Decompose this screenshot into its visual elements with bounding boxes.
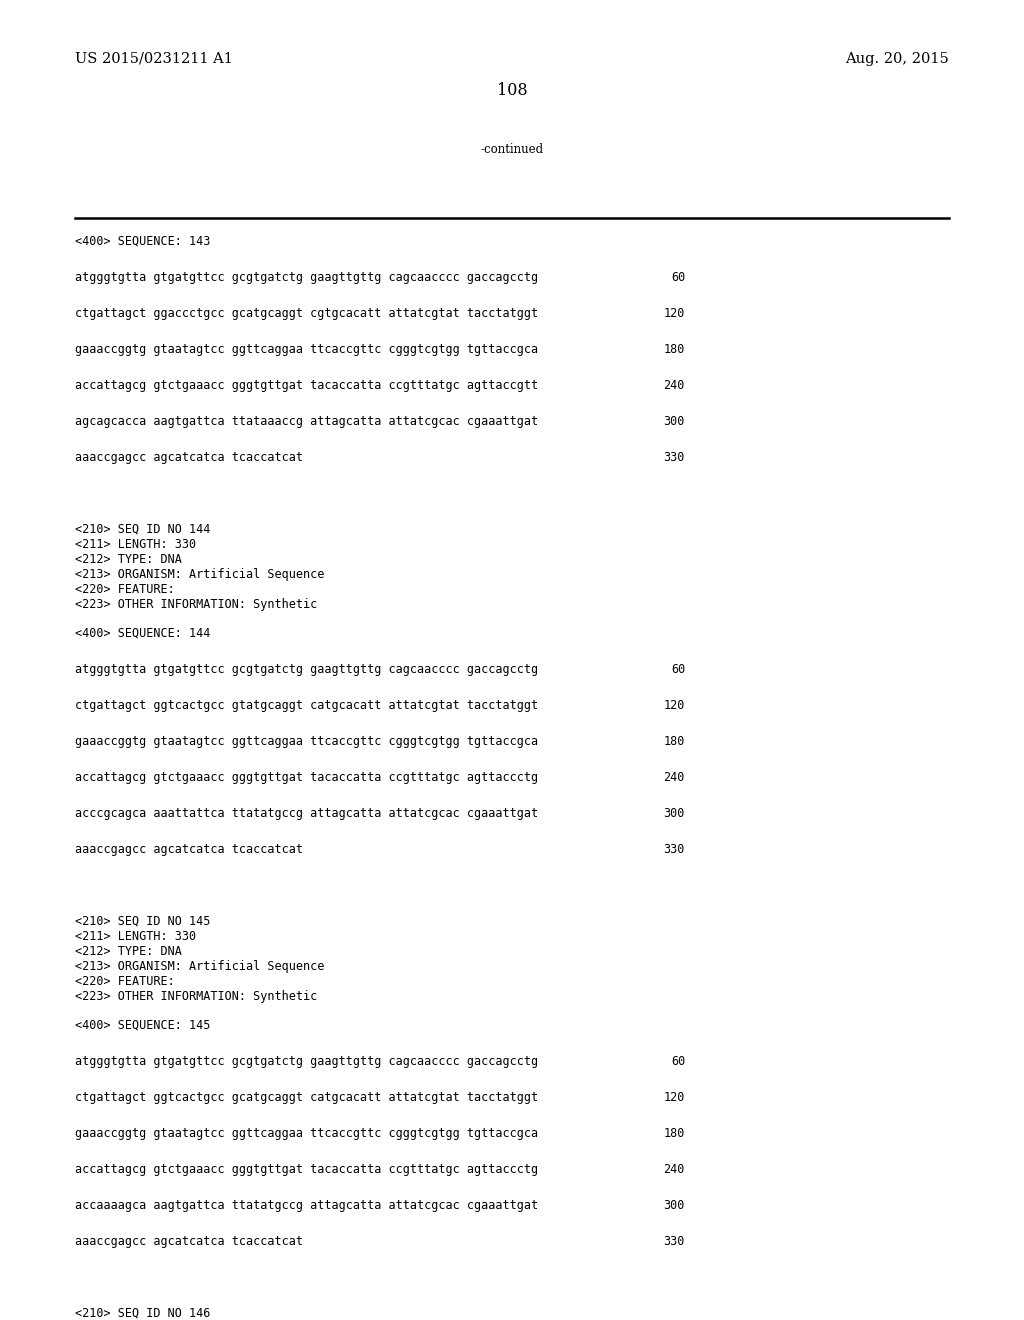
Text: atgggtgtta gtgatgttcc gcgtgatctg gaagttgttg cagcaacccc gaccagcctg: atgggtgtta gtgatgttcc gcgtgatctg gaagttg…: [75, 663, 539, 676]
Text: 120: 120: [664, 308, 685, 319]
Text: accattagcg gtctgaaacc gggtgttgat tacaccatta ccgtttatgc agttaccgtt: accattagcg gtctgaaacc gggtgttgat tacacca…: [75, 379, 539, 392]
Text: aaaccgagcc agcatcatca tcaccatcat: aaaccgagcc agcatcatca tcaccatcat: [75, 843, 303, 855]
Text: 240: 240: [664, 771, 685, 784]
Text: 330: 330: [664, 843, 685, 855]
Text: 300: 300: [664, 414, 685, 428]
Text: -continued: -continued: [480, 143, 544, 156]
Text: <212> TYPE: DNA: <212> TYPE: DNA: [75, 945, 182, 958]
Text: 300: 300: [664, 807, 685, 820]
Text: accattagcg gtctgaaacc gggtgttgat tacaccatta ccgtttatgc agttaccctg: accattagcg gtctgaaacc gggtgttgat tacacca…: [75, 1163, 539, 1176]
Text: 60: 60: [671, 663, 685, 676]
Text: 330: 330: [664, 1236, 685, 1247]
Text: Aug. 20, 2015: Aug. 20, 2015: [845, 51, 949, 66]
Text: ctgattagct ggtcactgcc gtatgcaggt catgcacatt attatcgtat tacctatggt: ctgattagct ggtcactgcc gtatgcaggt catgcac…: [75, 700, 539, 711]
Text: 60: 60: [671, 271, 685, 284]
Text: acccgcagca aaattattca ttatatgccg attagcatta attatcgcac cgaaattgat: acccgcagca aaattattca ttatatgccg attagca…: [75, 807, 539, 820]
Text: 240: 240: [664, 1163, 685, 1176]
Text: atgggtgtta gtgatgttcc gcgtgatctg gaagttgttg cagcaacccc gaccagcctg: atgggtgtta gtgatgttcc gcgtgatctg gaagttg…: [75, 271, 539, 284]
Text: <400> SEQUENCE: 143: <400> SEQUENCE: 143: [75, 235, 210, 248]
Text: <210> SEQ ID NO 144: <210> SEQ ID NO 144: [75, 523, 210, 536]
Text: 240: 240: [664, 379, 685, 392]
Text: 120: 120: [664, 700, 685, 711]
Text: <211> LENGTH: 330: <211> LENGTH: 330: [75, 539, 197, 550]
Text: <400> SEQUENCE: 144: <400> SEQUENCE: 144: [75, 627, 210, 640]
Text: gaaaccggtg gtaatagtcc ggttcaggaa ttcaccgttc cgggtcgtgg tgttaccgca: gaaaccggtg gtaatagtcc ggttcaggaa ttcaccg…: [75, 735, 539, 748]
Text: <211> LENGTH: 330: <211> LENGTH: 330: [75, 931, 197, 942]
Text: <210> SEQ ID NO 146: <210> SEQ ID NO 146: [75, 1307, 210, 1320]
Text: 180: 180: [664, 735, 685, 748]
Text: <213> ORGANISM: Artificial Sequence: <213> ORGANISM: Artificial Sequence: [75, 960, 325, 973]
Text: accattagcg gtctgaaacc gggtgttgat tacaccatta ccgtttatgc agttaccctg: accattagcg gtctgaaacc gggtgttgat tacacca…: [75, 771, 539, 784]
Text: <220> FEATURE:: <220> FEATURE:: [75, 975, 175, 987]
Text: ctgattagct ggaccctgcc gcatgcaggt cgtgcacatt attatcgtat tacctatggt: ctgattagct ggaccctgcc gcatgcaggt cgtgcac…: [75, 308, 539, 319]
Text: 180: 180: [664, 343, 685, 356]
Text: 120: 120: [664, 1092, 685, 1104]
Text: atgggtgtta gtgatgttcc gcgtgatctg gaagttgttg cagcaacccc gaccagcctg: atgggtgtta gtgatgttcc gcgtgatctg gaagttg…: [75, 1055, 539, 1068]
Text: gaaaccggtg gtaatagtcc ggttcaggaa ttcaccgttc cgggtcgtgg tgttaccgca: gaaaccggtg gtaatagtcc ggttcaggaa ttcaccg…: [75, 343, 539, 356]
Text: <223> OTHER INFORMATION: Synthetic: <223> OTHER INFORMATION: Synthetic: [75, 990, 317, 1003]
Text: 300: 300: [664, 1199, 685, 1212]
Text: <223> OTHER INFORMATION: Synthetic: <223> OTHER INFORMATION: Synthetic: [75, 598, 317, 611]
Text: <213> ORGANISM: Artificial Sequence: <213> ORGANISM: Artificial Sequence: [75, 568, 325, 581]
Text: <212> TYPE: DNA: <212> TYPE: DNA: [75, 553, 182, 566]
Text: accaaaagca aagtgattca ttatatgccg attagcatta attatcgcac cgaaattgat: accaaaagca aagtgattca ttatatgccg attagca…: [75, 1199, 539, 1212]
Text: agcagcacca aagtgattca ttataaaccg attagcatta attatcgcac cgaaattgat: agcagcacca aagtgattca ttataaaccg attagca…: [75, 414, 539, 428]
Text: 330: 330: [664, 451, 685, 465]
Text: <220> FEATURE:: <220> FEATURE:: [75, 583, 175, 597]
Text: gaaaccggtg gtaatagtcc ggttcaggaa ttcaccgttc cgggtcgtgg tgttaccgca: gaaaccggtg gtaatagtcc ggttcaggaa ttcaccg…: [75, 1127, 539, 1140]
Text: <210> SEQ ID NO 145: <210> SEQ ID NO 145: [75, 915, 210, 928]
Text: aaaccgagcc agcatcatca tcaccatcat: aaaccgagcc agcatcatca tcaccatcat: [75, 451, 303, 465]
Text: <400> SEQUENCE: 145: <400> SEQUENCE: 145: [75, 1019, 210, 1032]
Text: US 2015/0231211 A1: US 2015/0231211 A1: [75, 51, 232, 66]
Text: aaaccgagcc agcatcatca tcaccatcat: aaaccgagcc agcatcatca tcaccatcat: [75, 1236, 303, 1247]
Text: 60: 60: [671, 1055, 685, 1068]
Text: 180: 180: [664, 1127, 685, 1140]
Text: ctgattagct ggtcactgcc gcatgcaggt catgcacatt attatcgtat tacctatggt: ctgattagct ggtcactgcc gcatgcaggt catgcac…: [75, 1092, 539, 1104]
Text: 108: 108: [497, 82, 527, 99]
